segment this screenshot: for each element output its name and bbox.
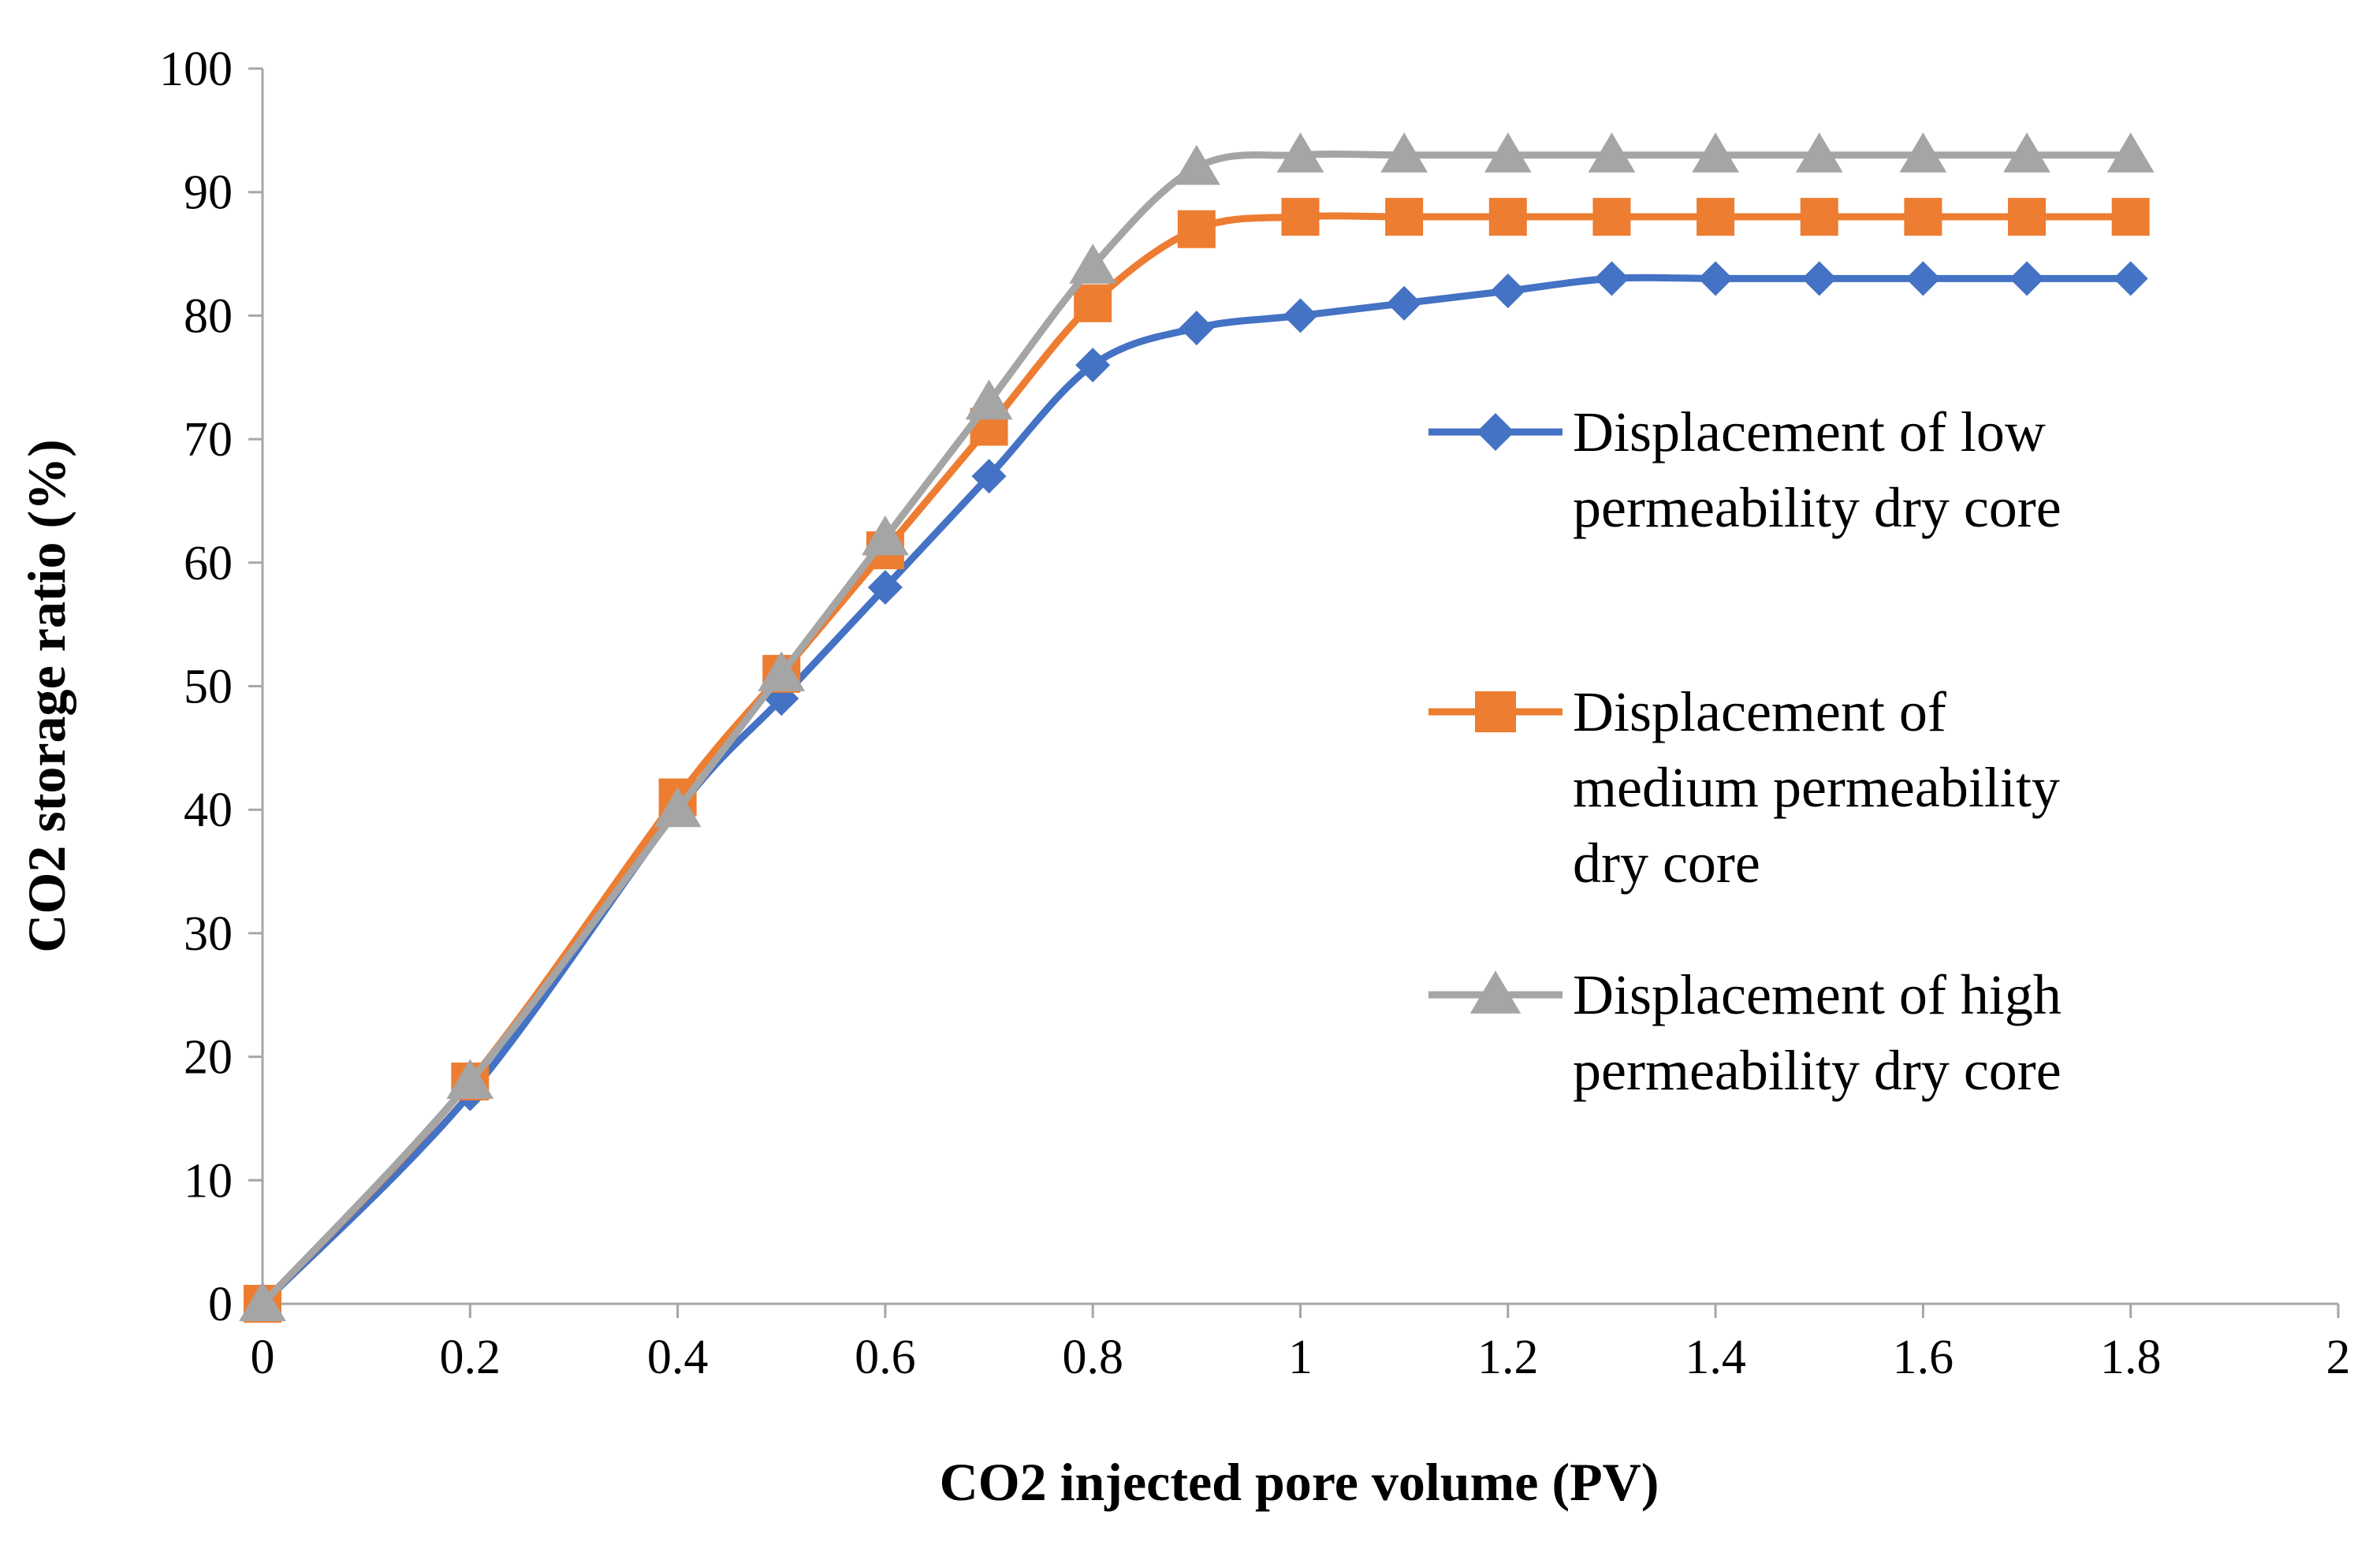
data-point	[1075, 348, 1111, 383]
x-tick-label: 1.4	[1685, 1331, 1746, 1384]
data-point	[1281, 198, 1320, 236]
y-tick-label: 80	[184, 289, 233, 343]
data-point	[2106, 132, 2155, 173]
y-tick-label: 20	[184, 1031, 233, 1085]
series-layer	[239, 132, 2155, 1323]
y-tick-label: 0	[208, 1278, 233, 1331]
data-point	[1488, 198, 1527, 236]
data-point	[2009, 261, 2045, 296]
data-point	[1592, 198, 1631, 236]
data-point	[1905, 261, 1941, 296]
y-tick-label: 70	[184, 413, 233, 467]
legend-entry-low: Displacement of low permeability dry core	[1428, 400, 2062, 539]
x-tick-label: 0	[251, 1331, 275, 1384]
data-point	[1074, 284, 1112, 322]
data-point	[1387, 285, 1422, 321]
legend-marker	[1469, 970, 1521, 1014]
legend-label: dry core	[1573, 832, 1760, 895]
data-point	[1172, 144, 1220, 185]
data-point	[1904, 198, 1942, 236]
data-point	[1276, 132, 1324, 173]
legend-label: Displacement of low	[1573, 400, 2046, 464]
data-point	[1177, 210, 1216, 248]
data-point	[1899, 132, 1947, 173]
legend-label: Displacement of	[1573, 680, 1946, 743]
data-point	[1179, 311, 1214, 346]
y-tick-label: 100	[159, 43, 233, 96]
data-point	[2003, 132, 2050, 173]
y-tick-label: 60	[184, 537, 233, 590]
legend: Displacement of low permeability dry core…	[1428, 400, 2062, 1102]
data-point	[862, 515, 909, 556]
y-tick-label: 50	[184, 661, 233, 714]
data-point	[2113, 261, 2148, 296]
legend-marker	[1477, 413, 1514, 451]
data-point	[1490, 274, 1525, 309]
x-tick-label: 1.2	[1477, 1331, 1539, 1384]
x-tick-label: 1	[1288, 1331, 1313, 1384]
legend-label: permeability dry core	[1573, 476, 2062, 539]
legend-label: medium permeability	[1573, 756, 2060, 819]
data-point	[971, 459, 1007, 494]
data-point	[1801, 261, 1837, 296]
legend-label: permeability dry core	[1573, 1039, 2062, 1102]
data-point	[1795, 132, 1843, 173]
x-tick-label: 0.2	[440, 1331, 501, 1384]
data-point	[1594, 261, 1629, 296]
data-point	[2111, 198, 2150, 236]
data-point	[1283, 298, 1318, 333]
series-high	[239, 132, 2155, 1322]
legend-label: Displacement of high	[1573, 963, 2062, 1026]
x-tick-label: 0.8	[1062, 1331, 1123, 1384]
data-point	[2008, 198, 2047, 236]
data-point	[654, 787, 702, 828]
data-point	[1692, 132, 1739, 173]
y-axis-title: CO2 storage ratio (%)	[17, 439, 76, 952]
data-point	[1380, 132, 1428, 173]
y-tick-label: 30	[184, 907, 233, 961]
data-point	[1484, 132, 1532, 173]
legend-entry-high: Displacement of high permeability dry cor…	[1428, 963, 2062, 1102]
legend-entry-medium: Displacement of medium permeability dry co…	[1428, 680, 2060, 895]
legend-marker	[1475, 691, 1516, 732]
data-point	[1069, 244, 1117, 284]
x-tick-label: 2	[2326, 1331, 2351, 1384]
data-point	[239, 1281, 286, 1322]
y-tick-label: 10	[184, 1154, 233, 1208]
data-point	[965, 379, 1013, 420]
x-tick-label: 0.6	[855, 1331, 916, 1384]
data-point	[446, 1059, 494, 1100]
data-point	[1698, 261, 1734, 296]
data-point	[1800, 198, 1838, 236]
x-tick-label: 1.8	[2100, 1331, 2162, 1384]
data-point	[867, 570, 903, 605]
x-tick-label: 1.6	[1893, 1331, 1954, 1384]
x-tick-label: 0.4	[647, 1331, 709, 1384]
axes: 0 10 20 30 40 50 60 70 80 90 100 0 0.2 0.4 0.6 0.8 1 1.2 1…	[159, 43, 2351, 1384]
y-tick-label: 90	[184, 166, 233, 220]
data-point	[1385, 198, 1424, 236]
y-tick-label: 40	[184, 784, 233, 837]
data-point	[1588, 132, 1636, 173]
data-point	[1697, 198, 1735, 236]
data-point	[758, 651, 806, 691]
x-axis-title: CO2 injected pore volume (PV)	[940, 1452, 1659, 1512]
